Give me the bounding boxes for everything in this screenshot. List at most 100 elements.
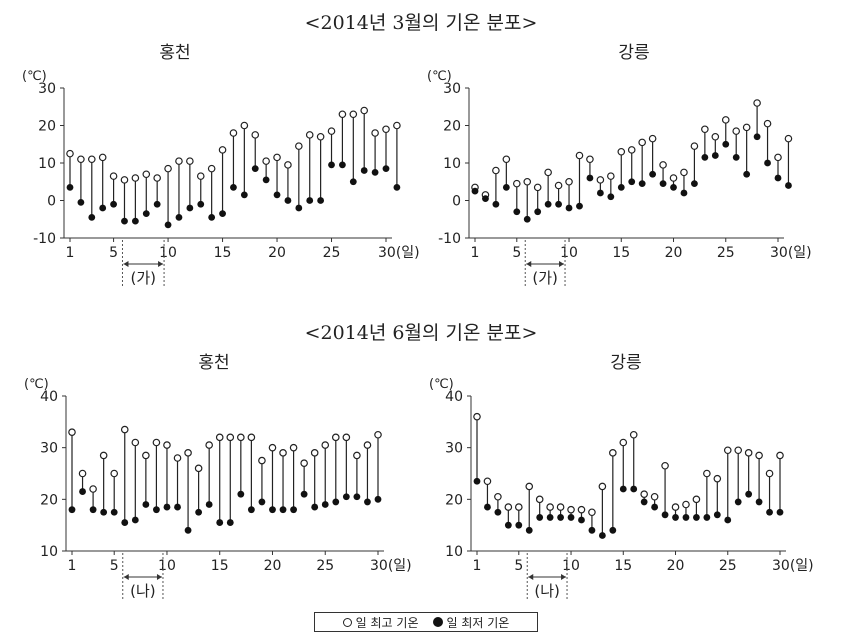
min-temp-point: [306, 197, 314, 204]
max-temp-point: [218, 146, 227, 154]
legend-max-label: 일 최고 기온: [355, 615, 419, 630]
min-temp-point: [701, 153, 709, 161]
chart-title: 강릉: [618, 43, 649, 63]
max-temp-point: [258, 456, 266, 465]
max-temp-point: [525, 482, 534, 491]
max-temp-point: [295, 142, 303, 150]
min-temp-point: [247, 506, 255, 514]
min-temp-point: [237, 490, 245, 498]
min-temp-point: [68, 506, 76, 514]
x-tick-label: 30(일): [370, 558, 412, 574]
min-temp-point: [766, 508, 773, 516]
x-tick-label: 5: [110, 558, 119, 574]
max-temp-point: [98, 153, 107, 162]
x-tick-label: 20: [665, 245, 683, 261]
y-tick-label: 30: [38, 81, 56, 97]
min-temp-point: [353, 493, 361, 501]
y-tick-label: 20: [445, 492, 463, 508]
max-temp-point: [300, 459, 308, 467]
min-temp-point: [328, 161, 335, 169]
min-temp-point: [371, 168, 379, 176]
y-tick-label: 30: [445, 441, 463, 457]
min-temp-point: [205, 501, 213, 508]
min-temp-point: [216, 519, 224, 526]
filled-circle-icon: [432, 617, 443, 627]
min-temp-point: [649, 170, 657, 178]
x-tick-label: 5: [512, 245, 521, 261]
max-temp-point: [247, 433, 256, 442]
x-tick-label: 20: [268, 245, 286, 261]
max-temp-point: [588, 508, 596, 517]
min-temp-point: [100, 508, 108, 516]
max-temp-point: [310, 449, 319, 457]
min-temp-point: [724, 516, 732, 524]
min-temp-point: [703, 514, 711, 521]
max-temp-point: [215, 433, 224, 442]
max-temp-point: [763, 119, 772, 128]
x-tick-label: 15: [614, 558, 632, 574]
max-temp-point: [66, 149, 74, 158]
period-label: (나): [534, 582, 560, 600]
max-temp-point: [110, 469, 119, 478]
min-temp-point: [661, 511, 669, 519]
min-temp-point: [640, 498, 648, 506]
max-temp-point: [659, 161, 667, 169]
min-temp-point: [557, 514, 564, 521]
open-circle-icon: [342, 617, 352, 627]
period-label: (가): [532, 269, 558, 287]
min-temp-point: [300, 490, 308, 498]
x-tick-label: 1: [66, 245, 75, 261]
min-temp-point: [226, 519, 234, 526]
max-temp-point: [186, 157, 194, 165]
min-temp-point: [471, 187, 479, 195]
max-temp-point: [240, 121, 249, 130]
max-temp-point: [703, 469, 711, 478]
min-temp-point: [722, 140, 730, 148]
max-temp-point: [131, 438, 140, 447]
min-temp-point: [121, 217, 128, 225]
max-temp-point: [575, 151, 584, 160]
min-temp-point: [473, 477, 481, 485]
min-temp-point: [502, 183, 510, 191]
max-temp-point: [692, 495, 701, 504]
min-temp-point: [713, 511, 721, 519]
max-temp-point: [774, 153, 782, 162]
max-temp-point: [765, 469, 774, 478]
min-temp-point: [515, 521, 523, 529]
min-temp-point: [596, 189, 604, 197]
min-temp-point: [342, 493, 350, 501]
max-temp-point: [512, 179, 521, 188]
min-temp-point: [208, 213, 216, 221]
min-temp-point: [525, 526, 533, 534]
june-section-title: <2014년 6월의 기온 분포>: [304, 322, 538, 344]
chart-title: 강릉: [610, 353, 641, 373]
max-temp-point: [184, 449, 192, 457]
max-temp-point: [142, 451, 150, 460]
max-temp-point: [577, 505, 586, 514]
legend: 일 최고 기온 일 최저 기온: [314, 612, 538, 632]
legend-item-min: 일 최저 기온: [432, 614, 509, 631]
min-temp-point: [534, 208, 542, 216]
min-temp-point: [555, 200, 562, 208]
period-arrow-left: [123, 261, 129, 267]
max-temp-point: [744, 449, 753, 457]
min-temp-point: [743, 170, 751, 178]
min-temp-point: [619, 485, 627, 493]
max-temp-point: [363, 441, 372, 449]
min-temp-point: [374, 495, 382, 503]
min-temp-point: [494, 508, 502, 516]
max-temp-point: [237, 433, 245, 442]
x-tick-label: 25: [719, 558, 737, 574]
min-temp-point: [197, 200, 205, 208]
x-tick-label: 5: [109, 245, 118, 261]
max-temp-point: [353, 451, 361, 460]
y-tick-label: -10: [33, 231, 56, 247]
min-temp-point: [153, 200, 161, 208]
max-temp-point: [393, 121, 401, 130]
min-temp-point: [219, 210, 226, 218]
max-temp-point: [194, 464, 203, 473]
x-tick-label: 1: [471, 245, 480, 261]
x-tick-label: 15: [214, 245, 232, 261]
min-temp-point: [785, 182, 792, 189]
